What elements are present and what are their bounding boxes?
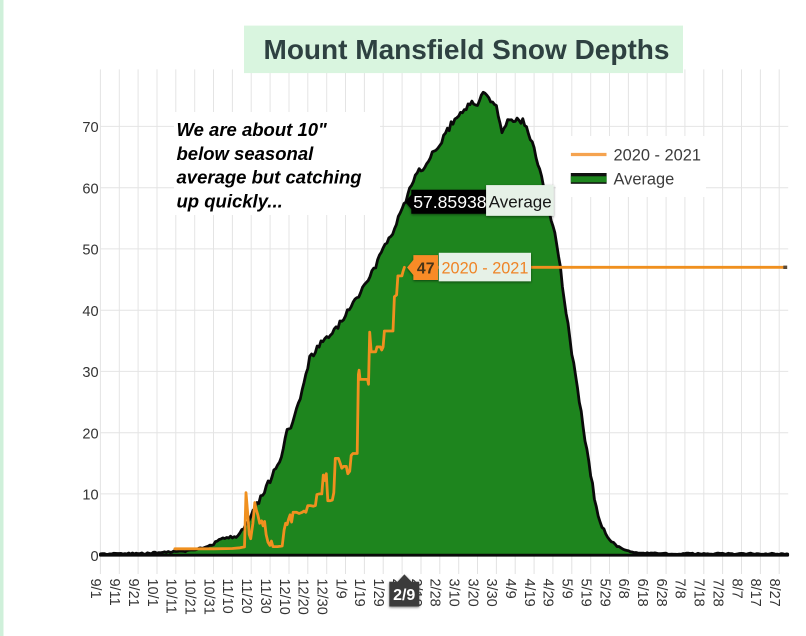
- svg-text:2/9: 2/9: [393, 587, 415, 604]
- svg-text:6/18: 6/18: [634, 579, 650, 607]
- svg-text:12/10: 12/10: [276, 579, 292, 615]
- svg-text:6/28: 6/28: [653, 579, 669, 607]
- svg-text:7/8: 7/8: [672, 579, 688, 599]
- svg-text:5/19: 5/19: [578, 579, 594, 607]
- svg-text:2/28: 2/28: [427, 579, 443, 607]
- svg-text:6/8: 6/8: [615, 579, 631, 599]
- svg-text:30: 30: [82, 365, 98, 381]
- svg-text:10/21: 10/21: [182, 579, 198, 615]
- svg-text:7/18: 7/18: [691, 579, 707, 607]
- svg-text:8/27: 8/27: [766, 579, 782, 607]
- svg-text:9/1: 9/1: [87, 579, 103, 599]
- svg-text:10/31: 10/31: [200, 579, 216, 615]
- svg-text:60: 60: [82, 181, 98, 197]
- svg-text:12/20: 12/20: [295, 579, 311, 615]
- svg-text:1/9: 1/9: [332, 579, 348, 599]
- svg-text:Mount Mansfield Snow Depths: Mount Mansfield Snow Depths: [264, 34, 670, 65]
- svg-text:9/21: 9/21: [125, 579, 141, 607]
- svg-text:11/20: 11/20: [238, 579, 254, 614]
- svg-text:10/11: 10/11: [163, 579, 179, 614]
- svg-text:8/17: 8/17: [747, 579, 763, 607]
- svg-text:11/30: 11/30: [257, 579, 273, 614]
- svg-text:8/7: 8/7: [728, 579, 744, 599]
- svg-text:3/30: 3/30: [483, 579, 499, 607]
- svg-text:7/28: 7/28: [709, 579, 725, 607]
- svg-text:1/19: 1/19: [351, 579, 367, 607]
- svg-text:2020 - 2021: 2020 - 2021: [442, 259, 529, 277]
- svg-text:4/19: 4/19: [521, 579, 537, 607]
- svg-text:3/20: 3/20: [464, 579, 480, 607]
- svg-text:20: 20: [82, 426, 98, 442]
- svg-text:4/9: 4/9: [502, 579, 518, 599]
- svg-text:9/11: 9/11: [106, 579, 122, 606]
- svg-text:5/29: 5/29: [596, 579, 612, 607]
- svg-text:1/29: 1/29: [370, 579, 386, 607]
- svg-text:Average: Average: [489, 192, 552, 211]
- svg-text:10/1: 10/1: [144, 579, 160, 607]
- svg-text:up quickly...: up quickly...: [177, 190, 283, 211]
- svg-text:57.85938: 57.85938: [413, 192, 487, 212]
- svg-text:We are about 10": We are about 10": [177, 119, 328, 140]
- svg-text:4/29: 4/29: [540, 579, 556, 607]
- svg-text:0: 0: [90, 549, 98, 565]
- svg-text:2020 - 2021: 2020 - 2021: [614, 146, 702, 164]
- svg-text:12/30: 12/30: [314, 579, 330, 615]
- svg-text:average but catching: average but catching: [177, 167, 362, 188]
- svg-text:11/10: 11/10: [219, 579, 235, 614]
- svg-text:Average: Average: [614, 171, 675, 189]
- svg-text:47: 47: [417, 260, 435, 277]
- svg-text:50: 50: [82, 243, 98, 259]
- svg-text:below seasonal: below seasonal: [177, 143, 315, 164]
- svg-text:3/10: 3/10: [446, 579, 462, 607]
- svg-text:10: 10: [82, 488, 98, 504]
- svg-text:40: 40: [82, 304, 98, 320]
- svg-text:70: 70: [82, 120, 98, 136]
- svg-text:5/9: 5/9: [559, 579, 575, 599]
